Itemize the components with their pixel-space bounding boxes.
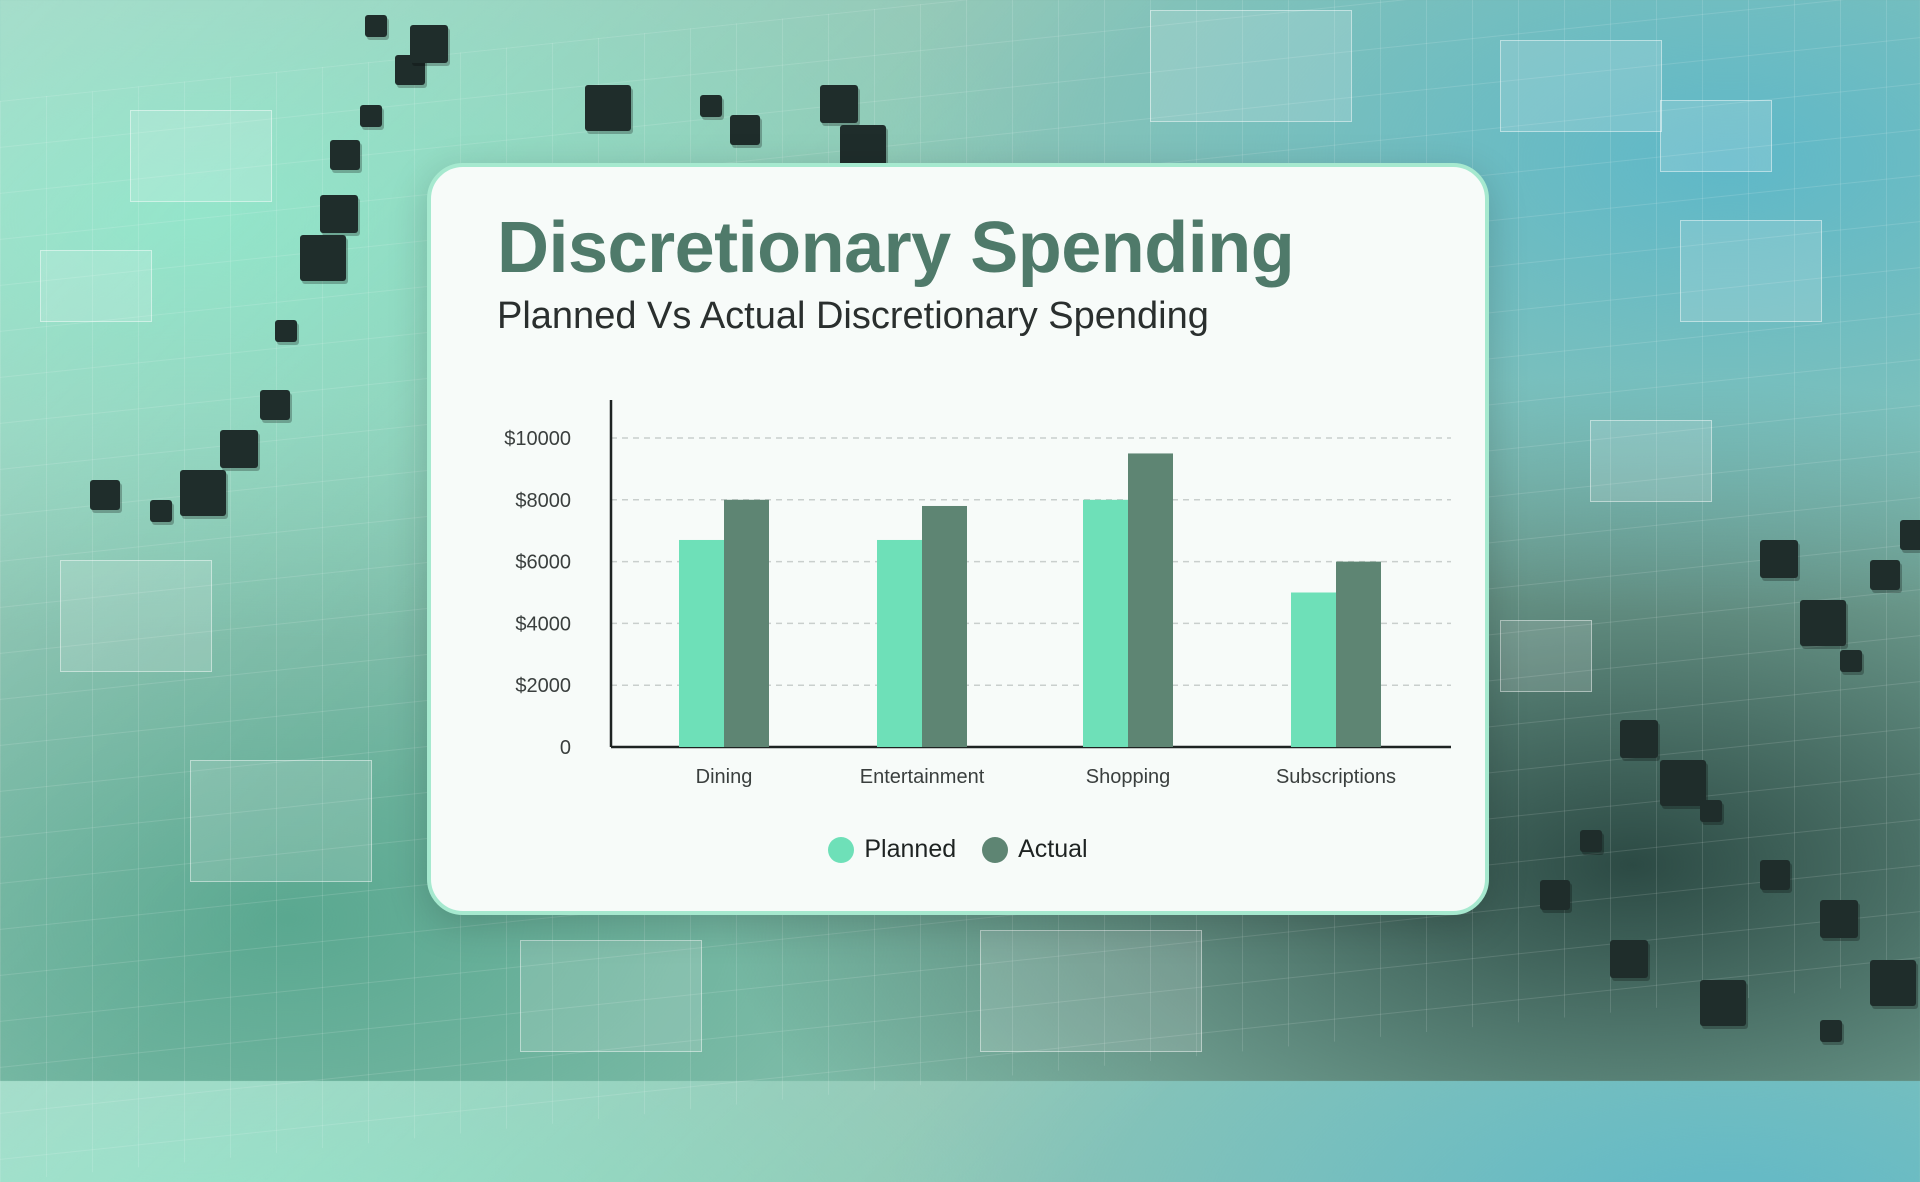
y-tick-label: $6000 bbox=[515, 552, 571, 574]
bar-actual-subscriptions bbox=[1336, 561, 1381, 747]
bar-planned-dining bbox=[679, 539, 724, 747]
bar-actual-dining bbox=[724, 499, 769, 747]
legend-label-planned: Planned bbox=[864, 835, 957, 863]
legend-swatch-planned bbox=[828, 836, 855, 863]
x-tick-label: Subscriptions bbox=[1276, 766, 1396, 788]
legend-swatch-actual bbox=[982, 836, 1009, 863]
x-tick-label: Entertainment bbox=[860, 766, 985, 788]
y-tick-label: $2000 bbox=[515, 675, 571, 697]
chart-title: Discretionary Spending bbox=[497, 208, 1295, 288]
x-tick-label: Dining bbox=[696, 766, 753, 788]
x-tick-label: Shopping bbox=[1086, 766, 1171, 788]
y-tick-label: $10000 bbox=[504, 428, 571, 450]
y-tick-label: $8000 bbox=[515, 490, 571, 512]
y-tick-label: $4000 bbox=[515, 613, 571, 635]
chart-card: Discretionary Spending Planned Vs Actual… bbox=[427, 163, 1489, 915]
legend-item-planned: Planned bbox=[828, 835, 956, 864]
bar-planned-entertainment bbox=[877, 539, 922, 747]
bar-planned-shopping bbox=[1083, 499, 1128, 747]
chart-legend: Planned Actual bbox=[431, 835, 1485, 864]
bar-actual-shopping bbox=[1128, 453, 1173, 747]
bar-planned-subscriptions bbox=[1291, 592, 1336, 747]
chart-subtitle: Planned Vs Actual Discretionary Spending bbox=[497, 295, 1209, 337]
legend-item-actual: Actual bbox=[982, 835, 1088, 864]
bar-actual-entertainment bbox=[922, 505, 967, 747]
y-tick-label: 0 bbox=[560, 737, 571, 759]
legend-label-actual: Actual bbox=[1018, 835, 1088, 863]
bar-chart: 0 $2000 $4000 $6000 $8000 $10000 Dining Enterta… bbox=[504, 400, 1451, 788]
